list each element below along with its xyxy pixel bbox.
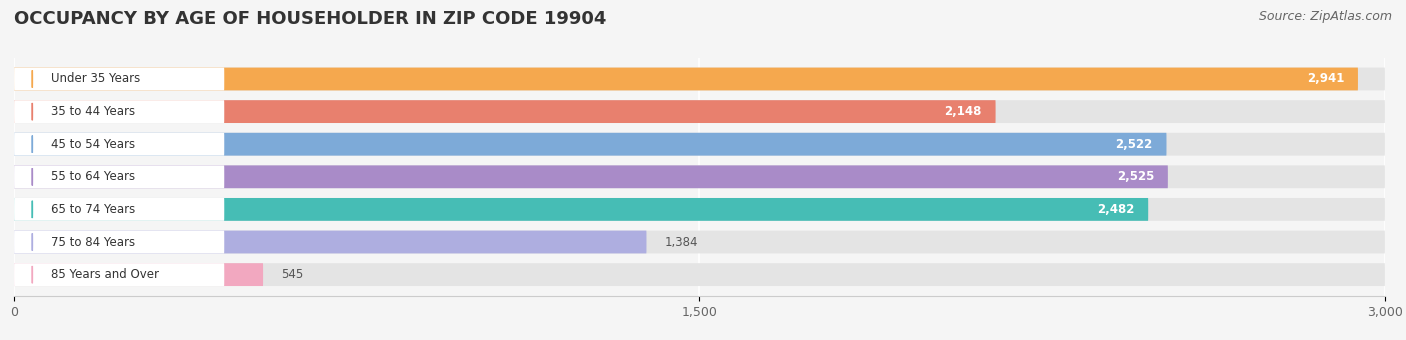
Text: OCCUPANCY BY AGE OF HOUSEHOLDER IN ZIP CODE 19904: OCCUPANCY BY AGE OF HOUSEHOLDER IN ZIP C… — [14, 10, 606, 28]
FancyBboxPatch shape — [14, 68, 1385, 90]
Text: Under 35 Years: Under 35 Years — [51, 72, 139, 85]
FancyBboxPatch shape — [14, 133, 1167, 156]
FancyBboxPatch shape — [14, 231, 647, 253]
FancyBboxPatch shape — [14, 165, 1385, 188]
FancyBboxPatch shape — [14, 165, 1168, 188]
FancyBboxPatch shape — [14, 263, 263, 286]
FancyBboxPatch shape — [14, 198, 1385, 221]
Text: 2,148: 2,148 — [945, 105, 981, 118]
Text: 2,525: 2,525 — [1116, 170, 1154, 183]
Text: 65 to 74 Years: 65 to 74 Years — [51, 203, 135, 216]
FancyBboxPatch shape — [14, 263, 1385, 286]
FancyBboxPatch shape — [14, 231, 1385, 253]
FancyBboxPatch shape — [14, 100, 225, 123]
Text: 75 to 84 Years: 75 to 84 Years — [51, 236, 135, 249]
FancyBboxPatch shape — [14, 68, 225, 90]
FancyBboxPatch shape — [14, 263, 225, 286]
Text: 2,941: 2,941 — [1306, 72, 1344, 85]
FancyBboxPatch shape — [14, 165, 225, 188]
FancyBboxPatch shape — [14, 198, 1149, 221]
Text: 55 to 64 Years: 55 to 64 Years — [51, 170, 135, 183]
FancyBboxPatch shape — [14, 100, 1385, 123]
FancyBboxPatch shape — [14, 68, 1358, 90]
FancyBboxPatch shape — [14, 133, 1385, 156]
FancyBboxPatch shape — [14, 100, 995, 123]
Text: 85 Years and Over: 85 Years and Over — [51, 268, 159, 281]
Text: 545: 545 — [281, 268, 304, 281]
Text: 2,482: 2,482 — [1097, 203, 1135, 216]
Text: Source: ZipAtlas.com: Source: ZipAtlas.com — [1258, 10, 1392, 23]
Text: 45 to 54 Years: 45 to 54 Years — [51, 138, 135, 151]
FancyBboxPatch shape — [14, 198, 225, 221]
FancyBboxPatch shape — [14, 133, 225, 156]
Text: 2,522: 2,522 — [1115, 138, 1153, 151]
FancyBboxPatch shape — [14, 231, 225, 253]
Text: 1,384: 1,384 — [665, 236, 699, 249]
Text: 35 to 44 Years: 35 to 44 Years — [51, 105, 135, 118]
